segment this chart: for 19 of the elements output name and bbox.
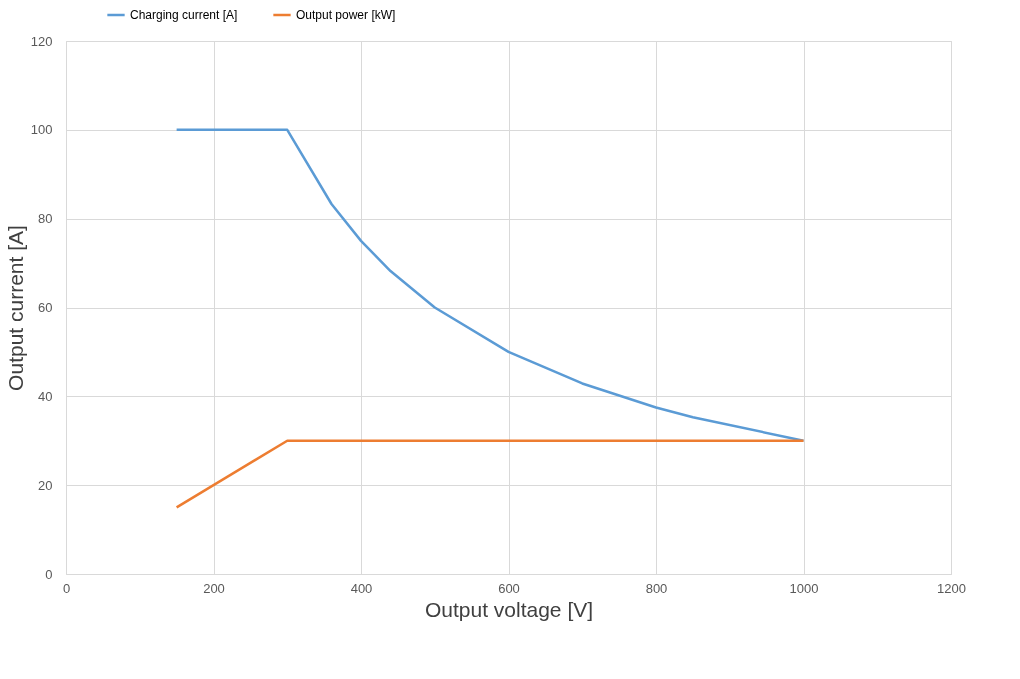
x-tick-label: 0 (62, 580, 71, 596)
line-series (175, 128, 805, 442)
y-tick-label: 100 (30, 122, 53, 138)
legend-label: Charging current [A] (130, 8, 238, 22)
y-axis-title: Output current [A] (3, 225, 27, 391)
y-tick-label: 40 (38, 388, 53, 404)
y-tick-label: 0 (45, 566, 53, 582)
x-tick-label: 400 (350, 580, 373, 596)
y-tick-label: 60 (38, 300, 53, 315)
x-axis-title: Output voltage [V] (424, 597, 594, 621)
legend-label: Output power [kW] (296, 8, 396, 22)
y-tick-label: 20 (38, 477, 53, 493)
x-tick-label: 1200 (937, 580, 966, 596)
x-tick-label: 1000 (789, 580, 819, 596)
x-tick-label: 200 (203, 580, 225, 596)
y-tick-label: 120 (30, 33, 53, 49)
x-tick-label: 800 (645, 580, 668, 596)
x-tick-label: 600 (498, 580, 520, 596)
y-tick-label: 80 (38, 211, 53, 227)
